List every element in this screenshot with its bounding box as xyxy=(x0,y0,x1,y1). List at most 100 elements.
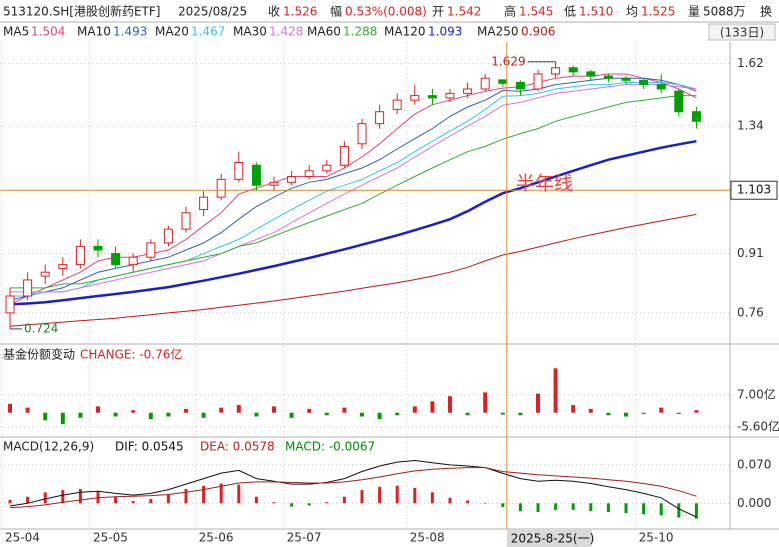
candle-body xyxy=(515,81,525,90)
bar xyxy=(8,403,12,413)
macd-bar xyxy=(114,496,118,504)
macd-bar xyxy=(571,503,575,510)
candle-body xyxy=(480,77,490,90)
candle-body xyxy=(216,178,226,198)
bar xyxy=(377,412,382,420)
macd-bar xyxy=(272,502,276,504)
field-value: 0.53%(0.008) xyxy=(345,5,427,19)
field-value: 1.542 xyxy=(447,5,481,19)
y-tick-label: 0.91 xyxy=(737,246,764,260)
bar xyxy=(254,412,259,417)
field-label: 幅 xyxy=(330,4,342,19)
candle-body xyxy=(445,92,455,99)
macd-bar xyxy=(237,484,241,504)
macd-bar xyxy=(325,502,329,504)
candle-body xyxy=(146,242,156,258)
bar xyxy=(78,412,83,418)
bar xyxy=(448,396,452,413)
candle-body xyxy=(75,245,85,266)
bar xyxy=(272,406,276,413)
candle-body xyxy=(427,95,437,99)
period-button[interactable] xyxy=(708,23,776,41)
panel-subtitle: CHANGE: -0.76亿 xyxy=(80,347,182,362)
candle-body xyxy=(691,111,701,122)
candle-body xyxy=(234,161,244,180)
macd-bar xyxy=(378,486,382,504)
field-value: 1.525 xyxy=(641,5,675,19)
macd-bar xyxy=(96,491,100,504)
legend-name: MA60 xyxy=(307,25,341,39)
bar xyxy=(324,412,329,416)
candle-body xyxy=(251,164,261,186)
y-tick-label: 0.070 xyxy=(737,457,771,471)
candle-body xyxy=(674,90,684,113)
legend-entry: DEA: 0.0578 xyxy=(200,440,275,454)
low-label: 0.724 xyxy=(24,321,58,335)
legend-name: MA5 xyxy=(3,25,29,39)
macd-bar xyxy=(78,489,82,504)
legend-value: 1.504 xyxy=(31,25,65,39)
candle-body xyxy=(551,67,561,75)
bar xyxy=(553,368,558,413)
bar xyxy=(236,405,241,413)
bar xyxy=(694,410,699,413)
macd-bar xyxy=(466,500,470,504)
legend-value: 1.288 xyxy=(343,25,377,39)
candle-body xyxy=(269,181,279,186)
legend-name: MA30 xyxy=(233,25,267,39)
macd-bar xyxy=(395,485,399,504)
bar xyxy=(395,412,400,416)
ma-line xyxy=(10,95,697,289)
bar xyxy=(148,412,153,420)
symbol: 513120.SH[港股创新药ETF] xyxy=(3,4,160,19)
y-tick-label: 0.000 xyxy=(737,496,771,510)
bar xyxy=(536,393,540,413)
candle-body xyxy=(533,73,543,90)
date-box xyxy=(506,530,592,547)
bar xyxy=(641,412,646,414)
panel-title: MACD(12,26,9) xyxy=(3,440,94,454)
bar xyxy=(360,412,364,417)
legend-value: 1.467 xyxy=(191,25,225,39)
macd-bar xyxy=(290,503,294,507)
candle-body xyxy=(392,99,402,110)
bar xyxy=(60,412,65,425)
bar xyxy=(307,408,312,413)
macd-bar xyxy=(307,503,311,506)
x-tick-label: 25-05 xyxy=(93,531,128,545)
y-tick-label: 7.00亿 xyxy=(737,386,776,401)
field-value: 1.545 xyxy=(519,5,553,19)
bar xyxy=(606,412,611,416)
candle-body xyxy=(375,111,385,125)
candle-body xyxy=(603,75,613,79)
candle-body xyxy=(304,170,314,177)
candle-body xyxy=(128,256,138,266)
macd-bar xyxy=(677,503,681,518)
field-label: 高 xyxy=(504,4,516,19)
bar xyxy=(571,405,576,413)
bar xyxy=(342,407,347,413)
bar xyxy=(96,406,100,413)
macd-bar xyxy=(448,497,452,504)
period[interactable]: (133日) xyxy=(720,26,764,40)
macd-bar xyxy=(26,496,30,504)
macd-bar xyxy=(606,503,610,513)
macd-bar xyxy=(219,483,223,504)
macd-bar xyxy=(589,503,593,511)
annotation: 半年线 xyxy=(516,173,573,195)
ma-line xyxy=(10,84,697,293)
macd-bar xyxy=(202,485,206,504)
macd-bar xyxy=(184,489,188,504)
bar xyxy=(219,407,224,413)
bar xyxy=(588,408,593,413)
dea-line xyxy=(9,467,697,509)
legend-value: 1.428 xyxy=(269,25,303,39)
macd-bar xyxy=(694,503,698,519)
legend-value: 0.906 xyxy=(521,25,555,39)
macd-bar xyxy=(131,501,135,504)
bar xyxy=(131,410,136,413)
bar xyxy=(465,412,470,416)
